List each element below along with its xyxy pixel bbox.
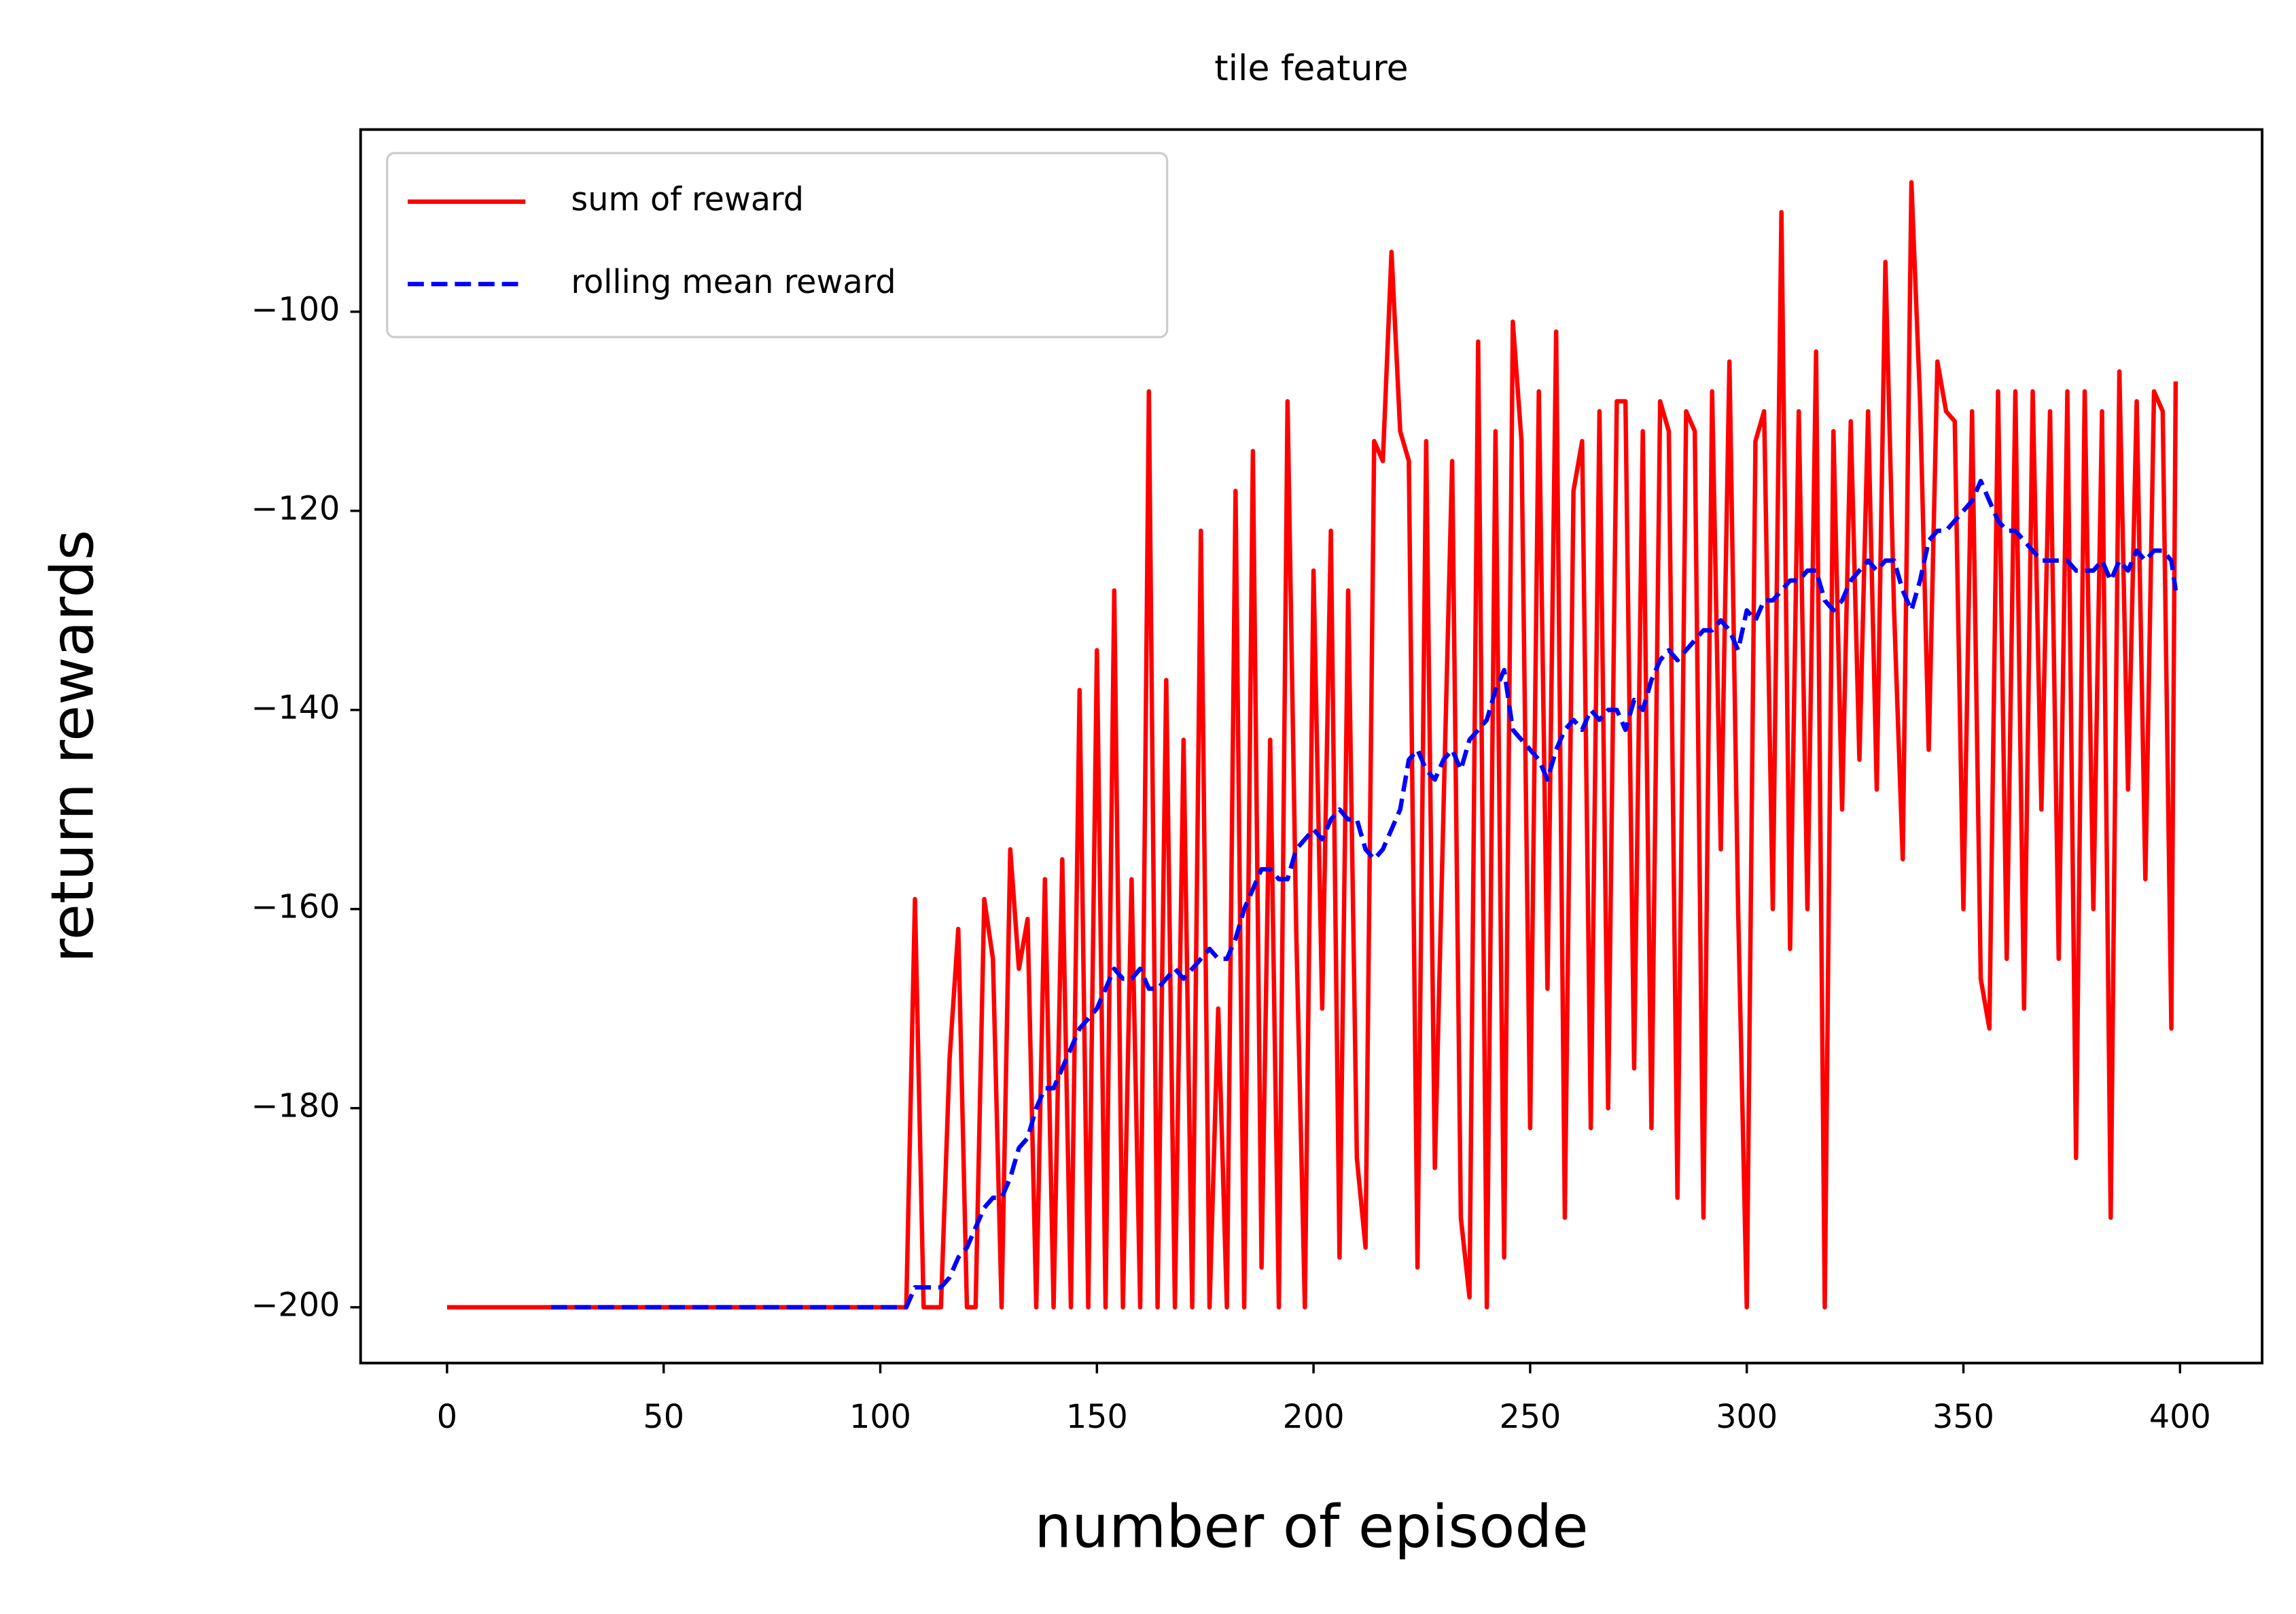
- x-tick-label: 400: [2149, 1399, 2211, 1436]
- y-tick-label: −120: [251, 491, 340, 528]
- legend-label: rolling mean reward: [571, 264, 896, 301]
- series-line: [446, 180, 2178, 1310]
- legend-label: sum of reward: [571, 181, 804, 219]
- legend-box: [386, 152, 1169, 338]
- plot-frame: [359, 128, 2264, 1365]
- x-tick-label: 150: [1066, 1399, 1128, 1436]
- y-tick-label: −100: [251, 292, 340, 329]
- x-axis-label: number of episode: [1034, 1494, 1588, 1562]
- x-tick-label: 0: [437, 1399, 457, 1436]
- x-tick-label: 50: [643, 1399, 684, 1436]
- chart-title: tile feature: [1214, 48, 1408, 89]
- y-tick-label: −180: [251, 1088, 340, 1125]
- x-tick-label: 300: [1716, 1399, 1778, 1436]
- x-tick-label: 250: [1499, 1399, 1561, 1436]
- series-line: [550, 478, 2178, 1310]
- y-tick-label: −160: [251, 889, 340, 926]
- x-tick-label: 350: [1932, 1399, 1994, 1436]
- x-tick-label: 100: [849, 1399, 911, 1436]
- x-tick-label: 200: [1283, 1399, 1345, 1436]
- y-axis-label: return rewards: [39, 529, 107, 963]
- y-tick-label: −140: [251, 690, 340, 727]
- y-tick-label: −200: [251, 1287, 340, 1324]
